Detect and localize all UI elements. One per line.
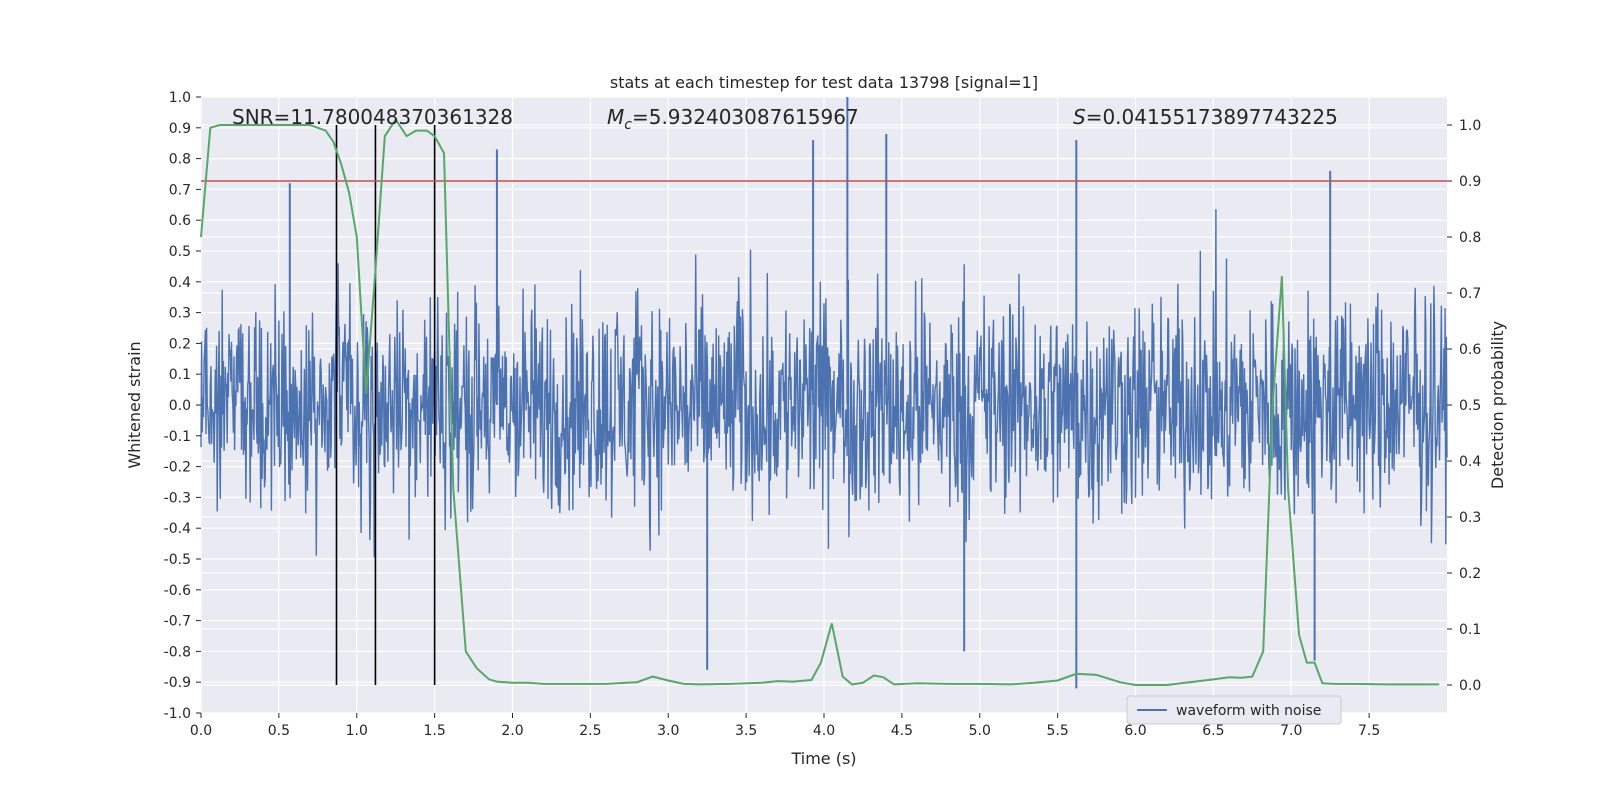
- y-tick-label: 1.0: [169, 90, 191, 106]
- legend-box: [1126, 695, 1342, 725]
- y-right-tick-label: 0.5: [1459, 398, 1481, 414]
- y-tick-label: 0.5: [169, 244, 191, 260]
- x-tick-label: 7.5: [1358, 723, 1380, 739]
- legend: waveform with noise: [1126, 695, 1342, 725]
- y-tick-label: 0.4: [169, 275, 191, 291]
- snr-annotation: SNR=11.780048370361328: [232, 105, 513, 129]
- y-tick-label: 0.3: [169, 306, 191, 322]
- snr-value: 11.780048370361328: [290, 105, 513, 129]
- y-tick-label: 0.9: [169, 121, 191, 137]
- y-tick-label: 0.2: [169, 336, 191, 352]
- mc-value: =5.932403087615967: [632, 105, 859, 129]
- y-right-tick-label: 0.8: [1459, 230, 1481, 246]
- x-tick-label: 0.5: [268, 723, 290, 739]
- probability-line: [200, 117, 1440, 686]
- s-value: =0.04155173897743225: [1086, 105, 1338, 129]
- mc-annotation: Mc=5.932403087615967: [607, 105, 859, 133]
- x-tick-label: 3.0: [657, 723, 679, 739]
- y-right-tick-label: 0.9: [1459, 174, 1481, 190]
- x-ticks: 0.0 0.5 1.0 1.5 2.0 2.5 3.0 3.5 4.0 4.5 5.0 5.5 6.0 6…: [190, 713, 1380, 739]
- x-tick-label: 5.5: [1046, 723, 1068, 739]
- y-tick-label: -0.1: [164, 429, 191, 445]
- y-right-tick-label: 0.6: [1459, 342, 1481, 358]
- y-tick-label: -0.7: [164, 614, 191, 630]
- y-tick-label: -0.9: [164, 675, 191, 691]
- y-tick-label: -0.3: [164, 490, 191, 506]
- y-tick-label: -1.0: [164, 706, 191, 722]
- x-tick-label: 1.0: [346, 723, 368, 739]
- y-right-tick-label: 1.0: [1459, 118, 1481, 134]
- x-tick-label: 4.0: [813, 723, 835, 739]
- probability-series: [200, 117, 1440, 686]
- y-right-tick-label: 0.1: [1459, 622, 1481, 638]
- y-tick-label: 0.6: [169, 213, 191, 229]
- y-tick-label: -0.5: [164, 552, 191, 568]
- y-right-tick-label: 0.2: [1459, 566, 1481, 582]
- y-right-tick-label: 0.0: [1459, 678, 1481, 694]
- x-tick-label: 1.5: [423, 723, 445, 739]
- mc-subscript: c: [624, 117, 632, 133]
- y-tick-label: -0.6: [164, 583, 191, 599]
- y-ticks: -1.0 -0.9 -0.8 -0.7 -0.6 -0.5 -0.4 -0.3 -0.2 -0.1…: [164, 90, 201, 722]
- y-right-tick-label: 0.4: [1459, 454, 1481, 470]
- x-tick-label: 5.0: [969, 723, 991, 739]
- x-tick-label: 6.5: [1202, 723, 1224, 739]
- y-tick-label: -0.2: [164, 460, 191, 476]
- y-right-tick-label: 0.3: [1459, 510, 1481, 526]
- x-tick-label: 3.5: [735, 723, 757, 739]
- s-symbol: S: [1073, 105, 1086, 129]
- mc-symbol: M: [607, 105, 624, 129]
- x-tick-label: 6.0: [1124, 723, 1146, 739]
- y-tick-label: -0.8: [164, 644, 191, 660]
- y-tick-label: 0.8: [169, 152, 191, 168]
- vertical-markers: [335, 125, 436, 685]
- y-tick-label: 0.7: [169, 182, 191, 198]
- y-tick-label: 0.0: [169, 398, 191, 414]
- y-tick-label: -0.4: [164, 521, 191, 537]
- x-tick-label: 2.5: [579, 723, 601, 739]
- x-tick-label: 4.5: [891, 723, 913, 739]
- x-tick-label: 7.0: [1280, 723, 1302, 739]
- x-tick-label: 0.0: [190, 723, 212, 739]
- x-tick-label: 2.0: [501, 723, 523, 739]
- waveform-series: [200, 97, 1448, 689]
- y-tick-label: 0.1: [169, 367, 191, 383]
- y-axis-label: Whitened strain: [125, 341, 144, 468]
- waveform-line: [200, 209, 1448, 558]
- legend-label: waveform with noise: [1176, 703, 1321, 719]
- x-axis-label: Time (s): [790, 749, 856, 768]
- y-right-ticks: 0.0 0.1 0.2 0.3 0.4 0.5 0.6 0.7 0.8 0.9 1.0: [1447, 118, 1481, 694]
- y-right-tick-label: 0.7: [1459, 286, 1481, 302]
- chart-title: stats at each timestep for test data 137…: [610, 73, 1038, 92]
- snr-label: SNR=: [232, 105, 290, 129]
- s-annotation: S=0.04155173897743225: [1073, 105, 1338, 129]
- y-right-axis-label: Detection probability: [1488, 321, 1507, 489]
